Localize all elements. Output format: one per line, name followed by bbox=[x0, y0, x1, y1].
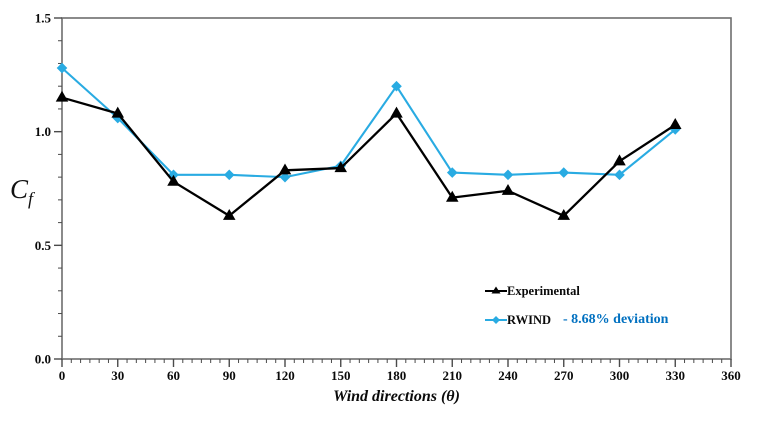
x-tick-label: 30 bbox=[111, 368, 124, 383]
legend-item-experimental: Experimental bbox=[485, 283, 668, 299]
rwind-line-marker-icon bbox=[485, 316, 507, 324]
deviation-annotation: - 8.68% deviation bbox=[563, 312, 669, 327]
y-axis-label: Cf bbox=[10, 174, 33, 208]
y-tick-label: 0.5 bbox=[35, 238, 52, 253]
rwind-data-point bbox=[502, 169, 514, 181]
rwind-line bbox=[61, 67, 676, 179]
x-tick-label: 330 bbox=[666, 368, 686, 383]
y-axis-label-subscript: f bbox=[28, 188, 34, 209]
rwind-data-point bbox=[391, 80, 402, 92]
experimental-data-point bbox=[111, 106, 125, 118]
x-tick-label: 240 bbox=[498, 368, 518, 383]
x-axis-label: Wind directions (θ) bbox=[333, 388, 460, 405]
x-tick-label: 90 bbox=[223, 368, 236, 383]
experimental-data-point bbox=[222, 208, 236, 220]
y-tick-label: 0.0 bbox=[35, 352, 51, 367]
x-tick-label: 270 bbox=[554, 368, 574, 383]
experimental-data-point bbox=[557, 208, 571, 220]
experimental-data-point bbox=[167, 174, 180, 186]
experimental-data-point bbox=[445, 190, 459, 202]
rwind-data-point bbox=[223, 169, 235, 181]
experimental-line bbox=[61, 96, 676, 217]
y-tick-label: 1.0 bbox=[35, 124, 51, 139]
x-tick-label: 360 bbox=[721, 368, 741, 383]
x-tick-label: 120 bbox=[275, 368, 295, 383]
x-tick-label: 300 bbox=[610, 368, 630, 383]
x-tick-label: 180 bbox=[387, 368, 407, 383]
x-tick-label: 150 bbox=[331, 368, 351, 383]
experimental-data-point bbox=[334, 161, 348, 173]
experimental-data-point bbox=[613, 154, 626, 166]
experimental-data-point bbox=[55, 90, 69, 102]
x-tick-label: 210 bbox=[443, 368, 463, 383]
legend-label-rwind: RWIND bbox=[507, 312, 552, 327]
experimental-line-marker-icon bbox=[485, 286, 507, 294]
rwind-data-point bbox=[614, 169, 625, 181]
rwind-data-point bbox=[56, 62, 68, 74]
experimental-data-point bbox=[668, 118, 682, 129]
rwind-data-point bbox=[558, 167, 570, 178]
legend-label-experimental: Experimental bbox=[507, 283, 580, 298]
legend-item-rwind: RWIND - 8.68% deviation bbox=[485, 312, 668, 328]
x-tick-label: 0 bbox=[59, 368, 66, 383]
x-tick-label: 60 bbox=[167, 368, 180, 383]
rwind-data-point bbox=[279, 171, 291, 183]
legend: Experimental RWIND - 8.68% deviation bbox=[485, 283, 668, 328]
y-tick-label: 1.5 bbox=[35, 11, 52, 26]
experimental-data-point bbox=[390, 106, 403, 118]
experimental-data-point bbox=[278, 163, 292, 175]
experimental-data-point bbox=[501, 183, 515, 195]
rwind-data-point bbox=[446, 167, 458, 178]
y-axis-label-symbol: C bbox=[10, 174, 29, 204]
